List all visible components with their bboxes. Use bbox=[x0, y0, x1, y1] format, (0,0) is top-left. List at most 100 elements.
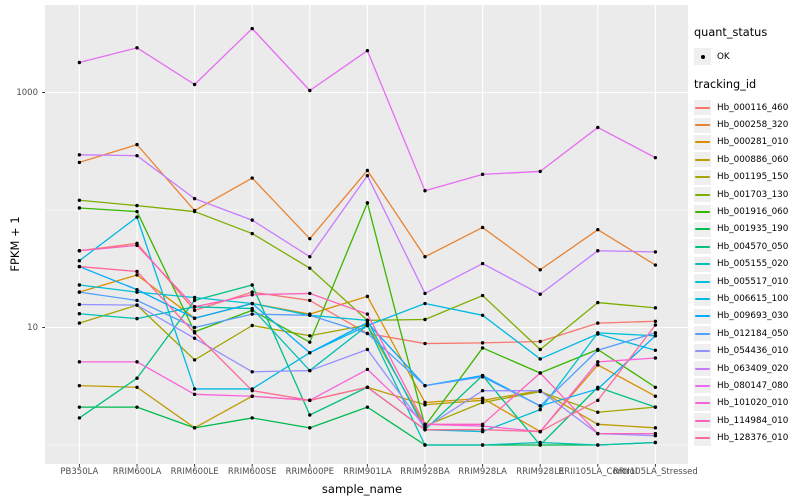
legend-item-label: Hb_006615_100 bbox=[717, 293, 789, 304]
data-point bbox=[653, 348, 658, 352]
data-point bbox=[480, 172, 485, 177]
data-point bbox=[538, 292, 542, 296]
legend-line-icon bbox=[695, 384, 710, 387]
data-point bbox=[135, 46, 139, 50]
x-tick-label: RRIM600LE bbox=[170, 467, 219, 477]
data-point bbox=[653, 385, 658, 389]
legend-item: Hb_001195_150 bbox=[694, 169, 800, 186]
data-point bbox=[192, 358, 197, 362]
data-point bbox=[538, 404, 542, 408]
legend-item: Hb_063409_020 bbox=[694, 360, 800, 377]
legend-key-swatch bbox=[694, 378, 711, 394]
y-tick-label: 10 bbox=[27, 322, 38, 333]
x-tick-label: PB350LA bbox=[60, 467, 99, 477]
legend-line-icon bbox=[695, 367, 710, 370]
data-point bbox=[423, 383, 427, 388]
data-point bbox=[135, 290, 139, 294]
legend-item: Hb_054436_010 bbox=[694, 342, 800, 359]
legend-line-icon bbox=[695, 297, 710, 300]
legend-item-label: Hb_000258_320 bbox=[717, 120, 789, 131]
data-point bbox=[538, 169, 542, 174]
x-tick-label: RRIM928BA bbox=[400, 467, 450, 477]
data-point bbox=[77, 321, 82, 325]
legend-line-icon bbox=[695, 245, 710, 248]
legend-line-icon bbox=[695, 419, 710, 422]
legend-line-icon bbox=[695, 280, 710, 283]
legend-key-swatch bbox=[694, 100, 711, 116]
data-point bbox=[423, 301, 427, 306]
x-tick-label: RRIM600LA bbox=[112, 467, 162, 477]
data-point bbox=[308, 255, 312, 259]
legend-key-box bbox=[694, 48, 711, 65]
data-point bbox=[596, 422, 600, 427]
data-point bbox=[538, 339, 542, 344]
legend-item-label: Hb_012184_050 bbox=[717, 328, 789, 339]
data-point bbox=[480, 400, 485, 405]
legend-item-label: Hb_001195_150 bbox=[717, 172, 789, 183]
data-point bbox=[365, 385, 370, 389]
legend-item-label: Hb_054436_010 bbox=[717, 346, 789, 357]
data-point bbox=[538, 429, 542, 434]
data-point bbox=[250, 312, 254, 316]
legend-item-label: Hb_001935_190 bbox=[717, 224, 789, 235]
data-point bbox=[135, 287, 139, 292]
data-point bbox=[77, 290, 82, 294]
data-point bbox=[135, 405, 139, 409]
legend-line-icon bbox=[695, 211, 710, 214]
data-point bbox=[77, 153, 82, 157]
data-point bbox=[135, 385, 139, 389]
data-point bbox=[596, 321, 600, 325]
data-point bbox=[365, 173, 370, 178]
data-point bbox=[365, 48, 370, 53]
legend-key-swatch bbox=[694, 413, 711, 429]
data-point bbox=[192, 295, 197, 300]
data-point bbox=[308, 351, 312, 355]
x-tick-label: RRIM600PE bbox=[285, 467, 334, 477]
data-point bbox=[365, 323, 370, 328]
data-point bbox=[192, 316, 197, 320]
data-point bbox=[538, 268, 542, 272]
legend-key-swatch bbox=[694, 152, 711, 168]
data-point bbox=[653, 331, 658, 335]
legend-item: Hb_005517_010 bbox=[694, 273, 800, 290]
data-point bbox=[308, 236, 312, 241]
legend-item: Hb_128376_010 bbox=[694, 429, 800, 446]
legend-item-label: Hb_000281_010 bbox=[717, 137, 789, 148]
data-point bbox=[77, 60, 82, 65]
y-axis-title: FPKM + 1 bbox=[8, 216, 22, 272]
data-point bbox=[308, 266, 312, 270]
data-point bbox=[480, 375, 485, 379]
legend-key-swatch bbox=[694, 187, 711, 203]
data-point bbox=[250, 176, 254, 180]
data-point bbox=[653, 334, 658, 338]
data-point bbox=[308, 88, 312, 93]
data-point bbox=[365, 347, 370, 352]
legend-key-swatch bbox=[694, 361, 711, 377]
legend-item: Hb_000116_460 bbox=[694, 99, 800, 116]
data-point bbox=[423, 443, 427, 447]
x-tick-label: RRIM901LA bbox=[343, 467, 392, 477]
legend-item-label: Hb_101020_010 bbox=[717, 398, 789, 409]
data-point bbox=[596, 332, 600, 336]
data-point bbox=[77, 259, 82, 263]
data-point bbox=[135, 376, 139, 380]
data-point bbox=[596, 348, 600, 352]
legend-item-ok-label: OK bbox=[717, 51, 730, 62]
legend-item: Hb_101020_010 bbox=[694, 395, 800, 412]
data-point bbox=[480, 293, 485, 298]
data-point bbox=[480, 422, 485, 427]
data-point bbox=[480, 313, 485, 318]
data-point bbox=[192, 308, 197, 313]
data-point bbox=[192, 196, 197, 201]
data-point bbox=[135, 269, 139, 274]
data-point bbox=[423, 255, 427, 259]
legend-item-label: Hb_063409_020 bbox=[717, 363, 789, 374]
legend-item: Hb_001916_060 bbox=[694, 203, 800, 220]
legend-item: Hb_080147_080 bbox=[694, 377, 800, 394]
legend-item-label: Hb_128376_010 bbox=[717, 433, 789, 444]
data-point bbox=[135, 298, 139, 303]
data-point bbox=[538, 347, 542, 352]
data-point bbox=[250, 394, 254, 398]
point-marker-icon bbox=[700, 54, 705, 59]
